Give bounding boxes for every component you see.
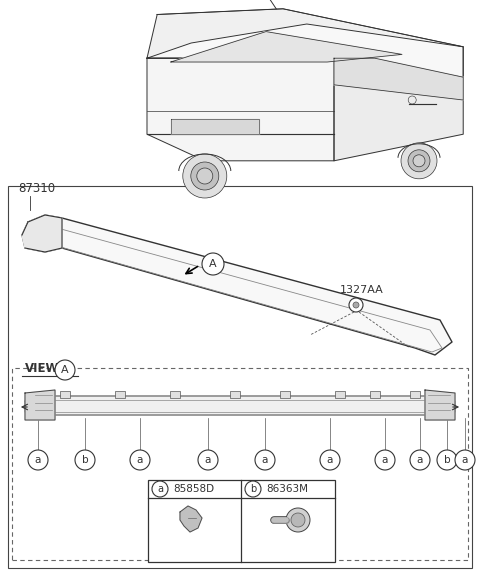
Polygon shape [180, 506, 202, 532]
Circle shape [183, 154, 227, 198]
Circle shape [349, 298, 363, 312]
Circle shape [413, 155, 425, 167]
Text: a: a [205, 455, 211, 465]
Text: a: a [462, 455, 468, 465]
Polygon shape [147, 24, 463, 77]
Bar [410, 391, 420, 398]
Text: a: a [35, 455, 41, 465]
Polygon shape [22, 215, 62, 252]
Polygon shape [171, 32, 402, 62]
Text: A: A [209, 259, 217, 269]
Text: a: a [262, 455, 268, 465]
Bar [148, 480, 335, 562]
Circle shape [152, 481, 168, 497]
Circle shape [410, 450, 430, 470]
Polygon shape [334, 58, 463, 100]
Bar [370, 391, 380, 398]
Polygon shape [425, 390, 455, 420]
Circle shape [437, 450, 457, 470]
Circle shape [353, 302, 359, 308]
Text: a: a [137, 455, 143, 465]
Bar [60, 391, 70, 398]
Text: 85858D: 85858D [173, 484, 214, 494]
Circle shape [286, 508, 310, 532]
Polygon shape [147, 58, 334, 161]
Circle shape [202, 253, 224, 275]
Circle shape [255, 450, 275, 470]
Bar [115, 391, 125, 398]
Circle shape [197, 168, 213, 184]
Circle shape [75, 450, 95, 470]
Circle shape [320, 450, 340, 470]
Circle shape [455, 450, 475, 470]
Bar [8, 186, 472, 568]
Circle shape [401, 143, 437, 179]
Bar [230, 391, 240, 398]
Bar [280, 391, 290, 398]
Polygon shape [22, 215, 452, 355]
Polygon shape [334, 58, 463, 161]
Circle shape [375, 450, 395, 470]
Bar [170, 391, 180, 398]
Circle shape [198, 450, 218, 470]
Circle shape [191, 162, 219, 190]
Text: a: a [417, 455, 423, 465]
Bar [12, 368, 468, 560]
Text: 87310: 87310 [18, 181, 55, 195]
Text: 1327AA: 1327AA [340, 285, 384, 295]
Polygon shape [25, 390, 55, 420]
Text: b: b [250, 484, 256, 494]
Text: a: a [157, 484, 163, 494]
Circle shape [28, 450, 48, 470]
Text: a: a [382, 455, 388, 465]
Polygon shape [25, 396, 455, 415]
Circle shape [55, 360, 75, 380]
Polygon shape [147, 9, 463, 77]
Circle shape [408, 150, 430, 172]
Text: b: b [444, 455, 450, 465]
Circle shape [245, 481, 261, 497]
Text: a: a [327, 455, 333, 465]
Polygon shape [171, 119, 259, 134]
Bar [335, 391, 345, 398]
Text: b: b [82, 455, 88, 465]
Circle shape [130, 450, 150, 470]
Text: A: A [61, 365, 69, 375]
Text: VIEW: VIEW [25, 362, 60, 374]
Text: 86363M: 86363M [266, 484, 308, 494]
Circle shape [291, 513, 305, 527]
